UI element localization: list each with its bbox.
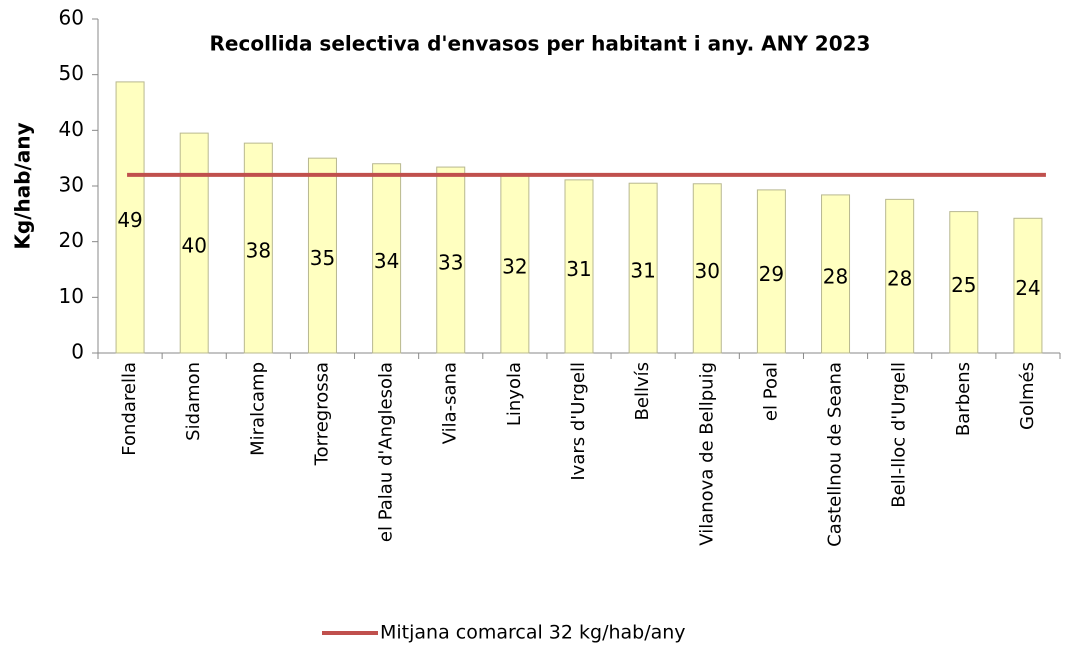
data-label: 49 xyxy=(117,208,142,232)
data-label: 25 xyxy=(951,273,976,297)
bar xyxy=(372,163,402,354)
x-tick-label: Bellvís xyxy=(632,362,653,420)
y-tick-label: 20 xyxy=(59,228,84,252)
x-tick-label: Torregrossa xyxy=(311,362,332,466)
data-label: 32 xyxy=(502,254,527,278)
bar xyxy=(628,182,658,354)
data-label: 28 xyxy=(887,267,912,291)
y-axis-label: Kg/hab/any xyxy=(11,122,35,249)
y-tick-label: 0 xyxy=(71,340,84,364)
x-tick-label: Bell-lloc d'Urgell xyxy=(889,362,910,508)
data-label: 34 xyxy=(374,249,399,273)
data-label: 24 xyxy=(1015,276,1040,300)
data-label: 31 xyxy=(566,257,591,281)
bar xyxy=(500,174,530,354)
x-tick-label: Sidamon xyxy=(183,362,204,441)
x-tick-label: Vila-sana xyxy=(440,362,461,444)
bar xyxy=(1013,217,1043,354)
bar xyxy=(564,179,594,354)
x-tick-label: Barbens xyxy=(953,362,974,436)
bar xyxy=(756,189,786,354)
x-tick-label: el Poal xyxy=(760,362,781,421)
bar xyxy=(692,183,722,354)
x-tick-label: Vilanova de Bellpuig xyxy=(696,362,717,546)
data-label: 28 xyxy=(823,264,848,288)
bar xyxy=(115,81,145,354)
bar xyxy=(436,166,466,354)
x-tick-label: Miralcamp xyxy=(247,362,268,456)
bar xyxy=(243,142,273,354)
chart-title: Recollida selectiva d'envasos per habita… xyxy=(210,32,871,56)
data-label: 35 xyxy=(310,246,335,270)
data-label: 31 xyxy=(630,259,655,283)
y-tick-label: 30 xyxy=(59,173,84,197)
x-tick-label: Linyola xyxy=(504,362,525,426)
data-label: 29 xyxy=(759,262,784,286)
bar xyxy=(307,157,337,354)
x-tick-label: Castellnou de Seana xyxy=(825,362,846,547)
data-label: 33 xyxy=(438,251,463,275)
bar xyxy=(821,194,851,354)
y-tick-label: 40 xyxy=(59,117,84,141)
data-label: 40 xyxy=(181,234,206,258)
y-tick-label: 10 xyxy=(59,284,84,308)
x-tick-label: Golmés xyxy=(1017,362,1038,430)
x-tick-label: Fondarella xyxy=(119,362,140,456)
bar xyxy=(179,132,209,354)
bar xyxy=(949,211,979,354)
y-tick-label: 60 xyxy=(59,6,84,30)
bar xyxy=(885,198,915,354)
legend-label: Mitjana comarcal 32 kg/hab/any xyxy=(380,622,686,644)
x-tick-label: Ivars d'Urgell xyxy=(568,362,589,481)
x-tick-label: el Palau d'Anglesola xyxy=(376,362,397,542)
y-tick-label: 50 xyxy=(59,61,84,85)
data-label: 38 xyxy=(246,239,271,263)
data-label: 30 xyxy=(695,259,720,283)
